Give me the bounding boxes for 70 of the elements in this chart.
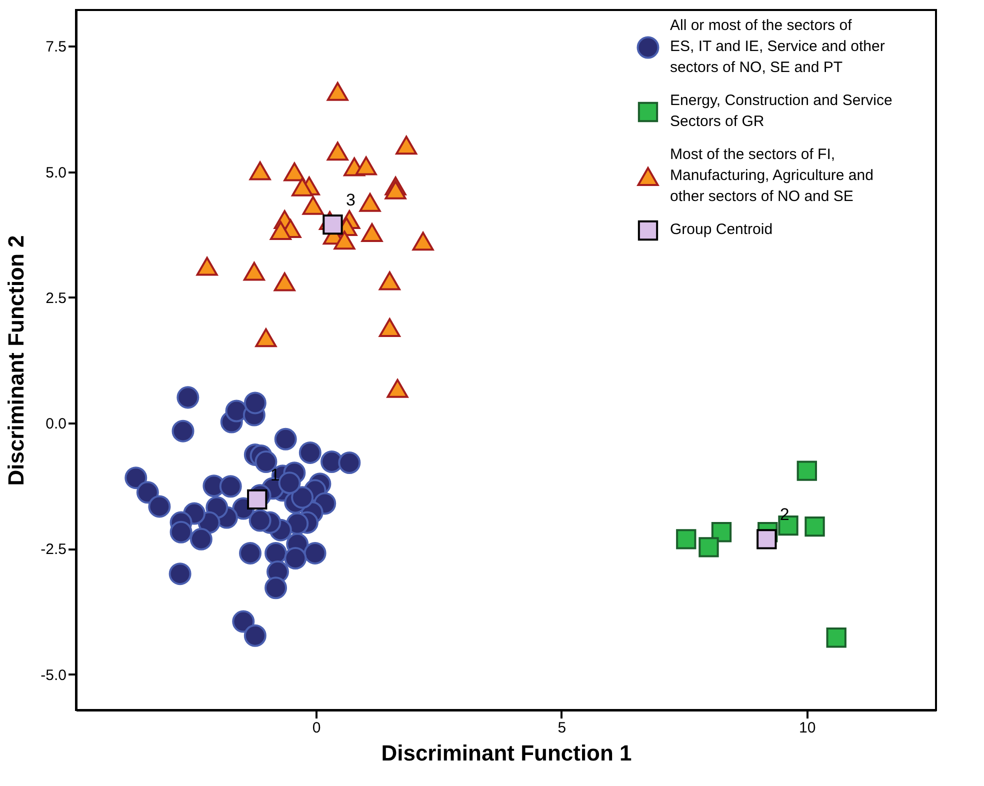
point [698, 537, 719, 558]
point [244, 392, 266, 414]
point [304, 542, 326, 564]
point [270, 221, 292, 240]
point [756, 529, 777, 550]
point [124, 466, 148, 490]
point [326, 142, 348, 161]
point [298, 441, 322, 464]
point [172, 420, 194, 442]
legend-label: Most of the sectors of FI, Manufacturing, Agriculture and other sectors of NO and SE [670, 146, 874, 205]
annotation: 3 [346, 190, 356, 210]
point [378, 318, 400, 338]
point [196, 256, 218, 276]
point [170, 520, 192, 544]
annotation: 1 [270, 465, 280, 484]
point [386, 378, 408, 398]
point [322, 214, 343, 235]
point [247, 489, 268, 510]
legend-label: Group Centroid [670, 221, 773, 238]
point [136, 481, 159, 504]
y-tick-label: 7.5 [46, 38, 66, 56]
point [284, 547, 307, 570]
y-tick-label: 0.0 [46, 416, 66, 433]
point [244, 624, 266, 647]
point [412, 232, 434, 251]
point [292, 177, 314, 196]
point [361, 223, 383, 242]
point [711, 522, 732, 542]
point [274, 272, 296, 292]
point [176, 386, 200, 409]
point [243, 262, 265, 281]
point [676, 529, 696, 550]
x-tick-label: 10 [799, 720, 816, 736]
x-tick-label: 5 [558, 720, 566, 736]
point [334, 230, 356, 250]
point [359, 193, 381, 212]
x-axis-title: Discriminant Function 1 [381, 740, 632, 766]
y-axis-title: Discriminant Function 2 [4, 235, 29, 486]
point [384, 180, 406, 200]
point [320, 450, 343, 473]
point [274, 428, 297, 450]
point [796, 460, 817, 481]
point [249, 161, 271, 180]
point [264, 576, 288, 600]
point [302, 196, 324, 215]
point [168, 562, 192, 586]
point [239, 542, 262, 564]
point [248, 509, 272, 532]
x-tick-label: 0 [312, 720, 321, 736]
point [396, 136, 418, 155]
point [826, 628, 846, 648]
point [148, 495, 171, 518]
y-tick-label: -2.5 [40, 541, 66, 558]
legend-label: Energy, Construction and Service Sectors of GR [670, 92, 892, 130]
point [278, 472, 301, 494]
y-tick-label: -5.0 [40, 666, 66, 684]
y-tick-label: 5.0 [46, 164, 66, 182]
point [284, 162, 306, 182]
point [190, 528, 212, 550]
point [326, 82, 348, 101]
point [219, 475, 242, 498]
point [804, 516, 825, 537]
point [291, 486, 314, 509]
point [255, 328, 277, 348]
point [378, 271, 400, 290]
point [232, 610, 255, 633]
point [355, 156, 377, 176]
legend-label: All or most of the sectors of ES, IT and IE, Service and other sectors of NO, SE and PT [670, 17, 885, 76]
point [338, 452, 361, 474]
y-tick-label: 2.5 [46, 290, 66, 307]
